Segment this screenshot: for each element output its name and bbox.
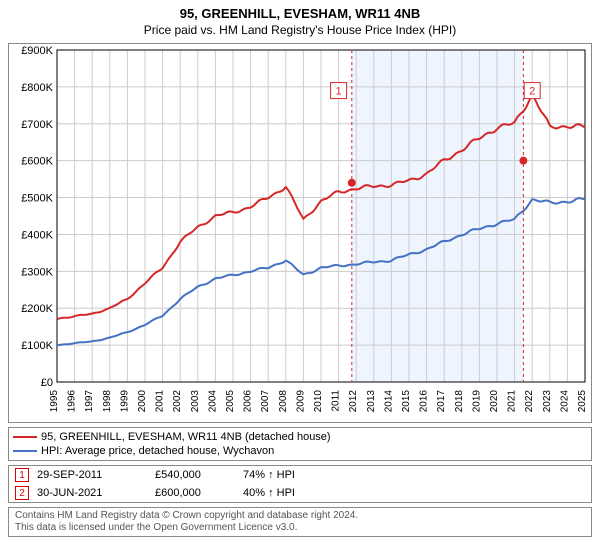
sale-row: 2 30-JUN-2021 £600,000 40% ↑ HPI xyxy=(9,484,591,502)
sale-marker: 1 xyxy=(15,468,29,482)
svg-text:£100K: £100K xyxy=(21,340,53,352)
svg-text:£200K: £200K xyxy=(21,303,53,315)
legend-label: HPI: Average price, detached house, Wych… xyxy=(41,445,274,457)
legend: 95, GREENHILL, EVESHAM, WR11 4NB (detach… xyxy=(8,427,592,461)
svg-text:2023: 2023 xyxy=(542,390,553,413)
svg-text:1999: 1999 xyxy=(119,390,130,413)
svg-text:2008: 2008 xyxy=(278,390,289,413)
svg-text:£800K: £800K xyxy=(21,82,53,94)
svg-text:£400K: £400K xyxy=(21,229,53,241)
svg-text:2016: 2016 xyxy=(419,390,430,413)
svg-text:2024: 2024 xyxy=(559,390,570,413)
svg-text:2018: 2018 xyxy=(454,390,465,413)
svg-text:£0: £0 xyxy=(41,377,53,389)
legend-swatch xyxy=(13,436,37,438)
svg-text:2022: 2022 xyxy=(524,390,535,413)
svg-text:£300K: £300K xyxy=(21,266,53,278)
svg-text:£900K: £900K xyxy=(21,45,53,57)
sale-date: 30-JUN-2021 xyxy=(37,487,147,499)
svg-text:2015: 2015 xyxy=(401,390,412,413)
sale-hpi: 40% ↑ HPI xyxy=(243,487,333,499)
page-title: 95, GREENHILL, EVESHAM, WR11 4NB xyxy=(8,6,592,21)
svg-text:£600K: £600K xyxy=(21,156,53,168)
sale-date: 29-SEP-2011 xyxy=(37,469,147,481)
svg-text:2014: 2014 xyxy=(383,390,394,413)
svg-text:2019: 2019 xyxy=(471,390,482,413)
legend-label: 95, GREENHILL, EVESHAM, WR11 4NB (detach… xyxy=(41,431,331,443)
sale-price: £540,000 xyxy=(155,469,235,481)
svg-text:2009: 2009 xyxy=(295,390,306,413)
footer-line-2: This data is licensed under the Open Gov… xyxy=(15,522,585,534)
svg-text:2004: 2004 xyxy=(207,390,218,413)
sale-hpi: 74% ↑ HPI xyxy=(243,469,333,481)
svg-text:1: 1 xyxy=(336,86,342,98)
chart-area: £0 £100K £200K £300K £400K £500K £600K £700K £80… xyxy=(8,43,592,423)
svg-text:1997: 1997 xyxy=(84,390,95,413)
svg-text:2001: 2001 xyxy=(155,390,166,413)
svg-text:2002: 2002 xyxy=(172,390,183,413)
svg-text:2017: 2017 xyxy=(436,390,447,413)
svg-text:2006: 2006 xyxy=(243,390,254,413)
svg-text:1998: 1998 xyxy=(102,390,113,413)
svg-text:2007: 2007 xyxy=(260,390,271,413)
legend-swatch xyxy=(13,450,37,452)
svg-text:2005: 2005 xyxy=(225,390,236,413)
svg-text:1996: 1996 xyxy=(67,390,78,413)
svg-text:2011: 2011 xyxy=(331,390,342,412)
page-subtitle: Price paid vs. HM Land Registry's House … xyxy=(8,23,592,37)
svg-text:£500K: £500K xyxy=(21,193,53,205)
svg-text:£700K: £700K xyxy=(21,119,53,131)
svg-text:2003: 2003 xyxy=(190,390,201,413)
svg-text:2021: 2021 xyxy=(507,390,518,413)
sale-row: 1 29-SEP-2011 £540,000 74% ↑ HPI xyxy=(9,466,591,484)
chart-svg: £0 £100K £200K £300K £400K £500K £600K £700K £80… xyxy=(9,44,591,422)
svg-text:2: 2 xyxy=(529,86,535,98)
svg-text:1995: 1995 xyxy=(49,390,60,413)
svg-text:2025: 2025 xyxy=(577,390,588,413)
legend-item: HPI: Average price, detached house, Wych… xyxy=(13,444,587,458)
sales-table: 1 29-SEP-2011 £540,000 74% ↑ HPI 2 30-JUN-202… xyxy=(8,465,592,503)
svg-text:2020: 2020 xyxy=(489,390,500,413)
legend-item: 95, GREENHILL, EVESHAM, WR11 4NB (detach… xyxy=(13,430,587,444)
svg-text:2010: 2010 xyxy=(313,390,324,413)
sale-marker: 2 xyxy=(15,486,29,500)
footer-licence: Contains HM Land Registry data © Crown c… xyxy=(8,507,592,537)
svg-text:2013: 2013 xyxy=(366,390,377,413)
svg-text:2000: 2000 xyxy=(137,390,148,413)
svg-text:2012: 2012 xyxy=(348,390,359,413)
footer-line-1: Contains HM Land Registry data © Crown c… xyxy=(15,510,585,522)
sale-price: £600,000 xyxy=(155,487,235,499)
